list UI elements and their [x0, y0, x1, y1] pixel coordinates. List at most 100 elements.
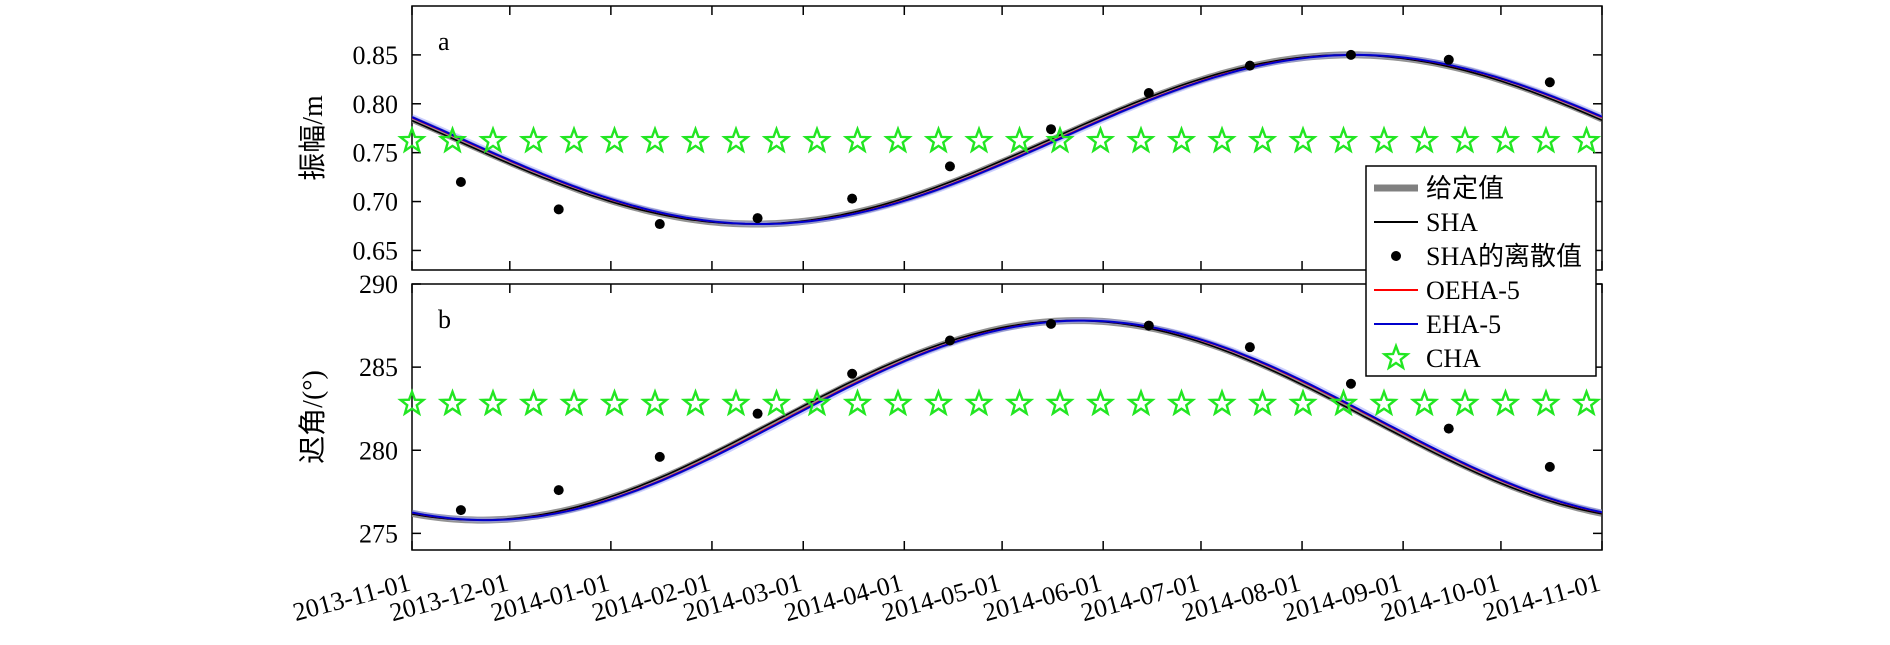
y-tick-label: 285 [359, 353, 398, 382]
series-eha5-line [412, 319, 1602, 522]
cha-star-point [1288, 388, 1318, 417]
cha-star-point [478, 388, 508, 417]
sha-discrete-point [1244, 342, 1255, 353]
cha-star-point [1085, 388, 1116, 417]
cha-star-point [599, 125, 630, 154]
cha-star-point [1490, 388, 1521, 417]
x-tick-label: 2014-11-01 [1480, 568, 1604, 627]
sha-discrete-point [1143, 320, 1154, 331]
cha-star-point [883, 125, 913, 154]
cha-star-point [680, 125, 711, 154]
cha-star-point [1490, 125, 1521, 154]
legend-item-label: SHA [1426, 208, 1478, 237]
cha-star-point [1085, 125, 1116, 154]
cha-star-point [478, 125, 508, 154]
cha-star-point [640, 388, 670, 417]
sha-discrete-point [1345, 378, 1356, 389]
cha-star-point [640, 125, 670, 154]
y-axis-label: 迟角/(°) [297, 370, 329, 464]
cha-star-point [1126, 388, 1156, 417]
chart-panel-a: 0.65 0.70 0.75 0.80 0.85 振幅/m a [297, 5, 1603, 271]
sha-discrete-point [847, 193, 858, 204]
cha-star-point [923, 388, 954, 417]
legend-marker [1381, 342, 1411, 371]
cha-star-point [842, 388, 873, 417]
cha-star-point [1166, 388, 1197, 417]
sha-discrete-point [1046, 124, 1057, 135]
cha-star-point [761, 125, 792, 154]
sha-discrete-point [1443, 423, 1454, 434]
cha-star-point [1045, 388, 1075, 417]
sha-discrete-point [1544, 77, 1555, 88]
cha-star-point [437, 388, 468, 417]
legend-item-label: EHA-5 [1426, 310, 1501, 339]
panel-letter: b [438, 305, 451, 334]
cha-star-point [1004, 388, 1035, 417]
sha-discrete-point [752, 213, 763, 224]
cha-star-point [721, 125, 751, 154]
cha-star-point [1045, 125, 1075, 154]
sha-discrete-point [944, 161, 955, 172]
cha-star-point [1247, 125, 1278, 154]
cha-star-point [802, 125, 832, 154]
cha-star-point [802, 388, 832, 417]
cha-star-point [923, 125, 954, 154]
cha-star-point [559, 388, 589, 417]
cha-star-point [842, 125, 873, 154]
plot-area [412, 317, 1602, 524]
cha-star-point [964, 388, 994, 417]
y-tick-label: 0.85 [353, 41, 399, 70]
cha-star-point [437, 125, 468, 154]
legend-item-label: 给定值 [1426, 174, 1504, 203]
plot-area [412, 49, 1602, 230]
cha-star-point [1409, 388, 1440, 417]
cha-star-point [1288, 125, 1318, 154]
legend-item-label: CHA [1426, 344, 1481, 373]
sha-discrete-point [1244, 60, 1255, 71]
chart-legend: 给定值 SHA SHA的离散值 OEHA-5 EHA-5 CHA [1365, 165, 1597, 377]
sha-discrete-point [944, 335, 955, 346]
sha-discrete-point [455, 505, 466, 516]
y-tick-label: 0.80 [353, 90, 399, 119]
sha-discrete-point [553, 485, 564, 496]
cha-star-point [1571, 388, 1602, 417]
y-tick-label: 275 [359, 519, 398, 548]
legend-marker [1391, 251, 1401, 261]
cha-star-point [761, 388, 792, 417]
legend-box [1365, 165, 1597, 377]
sha-discrete-point [1345, 49, 1356, 60]
cha-star-point [1207, 388, 1237, 417]
cha-star-point [1531, 388, 1561, 417]
sha-discrete-point [847, 368, 858, 379]
y-tick-label: 0.75 [353, 139, 399, 168]
y-tick-label: 0.70 [353, 188, 399, 217]
cha-star-point [518, 388, 549, 417]
cha-star-point [1166, 125, 1197, 154]
series-sha-line [412, 319, 1602, 521]
cha-star-point [1409, 125, 1440, 154]
series-eha5-line [412, 53, 1602, 225]
cha-star-point [1207, 125, 1237, 154]
legend-item-label: SHA的离散值 [1426, 242, 1582, 271]
cha-star-point [883, 388, 913, 417]
cha-star-point [518, 125, 549, 154]
panel-letter: a [438, 27, 450, 56]
legend-item-label: OEHA-5 [1426, 276, 1520, 305]
cha-star-point [1450, 388, 1480, 417]
y-axis-label: 振幅/m [297, 95, 329, 181]
sha-discrete-point [1443, 54, 1454, 65]
cha-star-point [680, 388, 711, 417]
sha-discrete-point [455, 177, 466, 187]
cha-star-point [1004, 125, 1035, 154]
sha-discrete-point [1143, 88, 1154, 99]
cha-star-point [1328, 125, 1359, 154]
cha-star-point [1247, 388, 1278, 417]
sha-discrete-point [654, 219, 665, 230]
sha-discrete-point [752, 408, 763, 419]
cha-star-point [1328, 388, 1359, 417]
cha-star-point [1369, 388, 1399, 417]
y-tick-label: 280 [359, 436, 398, 465]
sha-discrete-point [654, 451, 665, 462]
